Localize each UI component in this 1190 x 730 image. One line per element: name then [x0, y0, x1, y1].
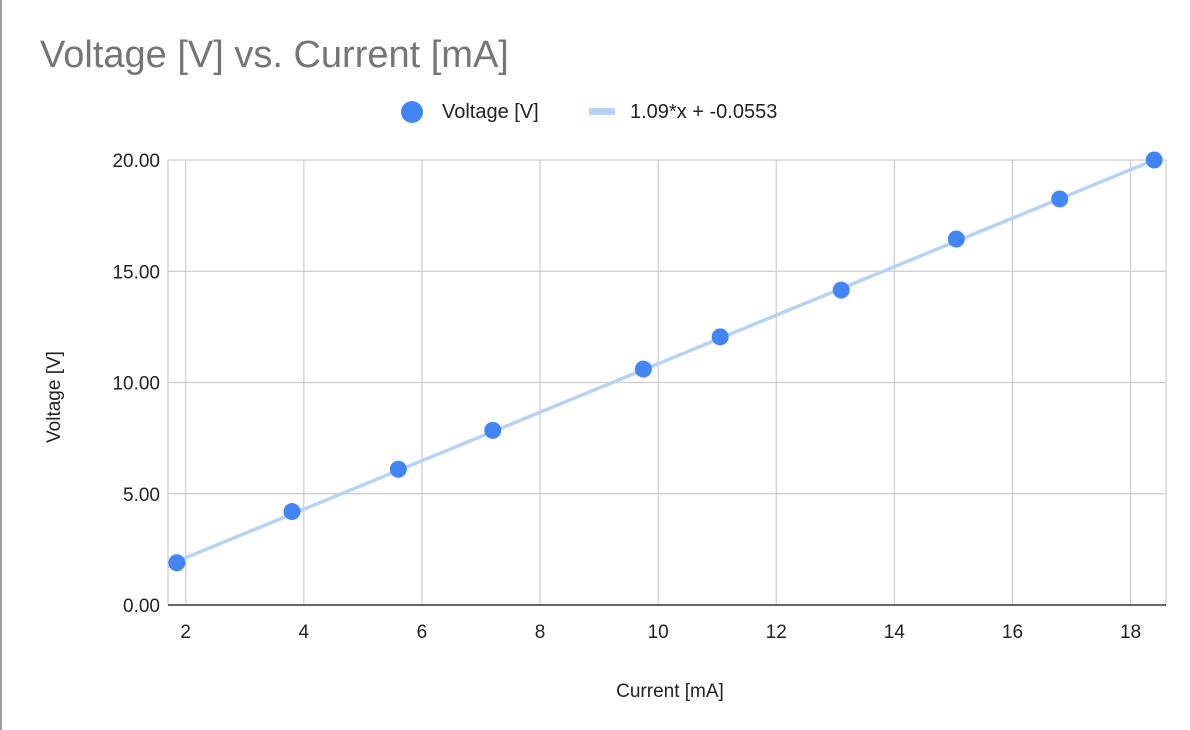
data-point [484, 421, 502, 439]
y-tick-label: 5.00 [123, 485, 160, 506]
legend-label-trendline: 1.09*x + -0.0553 [630, 101, 777, 123]
data-point [634, 360, 652, 378]
legend-marker-voltage [401, 101, 423, 123]
x-tick-label: 10 [648, 622, 669, 643]
x-tick-label: 18 [1120, 622, 1141, 643]
y-tick-label: 10.00 [112, 374, 160, 395]
y-tick-label: 20.00 [112, 151, 160, 172]
chart-title: Voltage [V] vs. Current [mA] [40, 34, 509, 76]
x-tick-label: 14 [884, 622, 906, 643]
data-points [168, 151, 1163, 572]
legend-label-voltage: Voltage [V] [442, 101, 539, 123]
gridlines [167, 159, 1167, 606]
x-axis-ticks: 2 4 6 8 10 12 14 16 18 [180, 622, 1141, 643]
legend: Voltage [V] 1.09*x + -0.0553 [401, 101, 777, 123]
data-point [389, 460, 407, 478]
x-tick-label: 8 [535, 622, 546, 643]
x-axis-title: Current [mA] [616, 681, 724, 702]
x-tick-label: 12 [766, 622, 787, 643]
data-point [947, 230, 965, 248]
data-point [168, 554, 186, 572]
y-axis-title: Voltage [V] [44, 351, 65, 443]
data-point [1145, 151, 1163, 169]
data-point [832, 281, 850, 299]
x-tick-label: 16 [1002, 622, 1023, 643]
legend-marker-trendline [589, 108, 615, 115]
trendline [167, 158, 1155, 567]
x-tick-label: 6 [417, 622, 428, 643]
y-tick-label: 15.00 [112, 262, 160, 283]
data-point [711, 328, 729, 346]
data-point [283, 503, 301, 521]
y-tick-label: 0.00 [123, 596, 160, 617]
x-tick-label: 2 [180, 622, 191, 643]
data-point [1051, 190, 1069, 208]
y-axis-ticks: 0.00 5.00 10.00 15.00 20.00 [112, 151, 160, 617]
trendline-layer [167, 158, 1155, 567]
x-tick-label: 4 [299, 622, 310, 643]
